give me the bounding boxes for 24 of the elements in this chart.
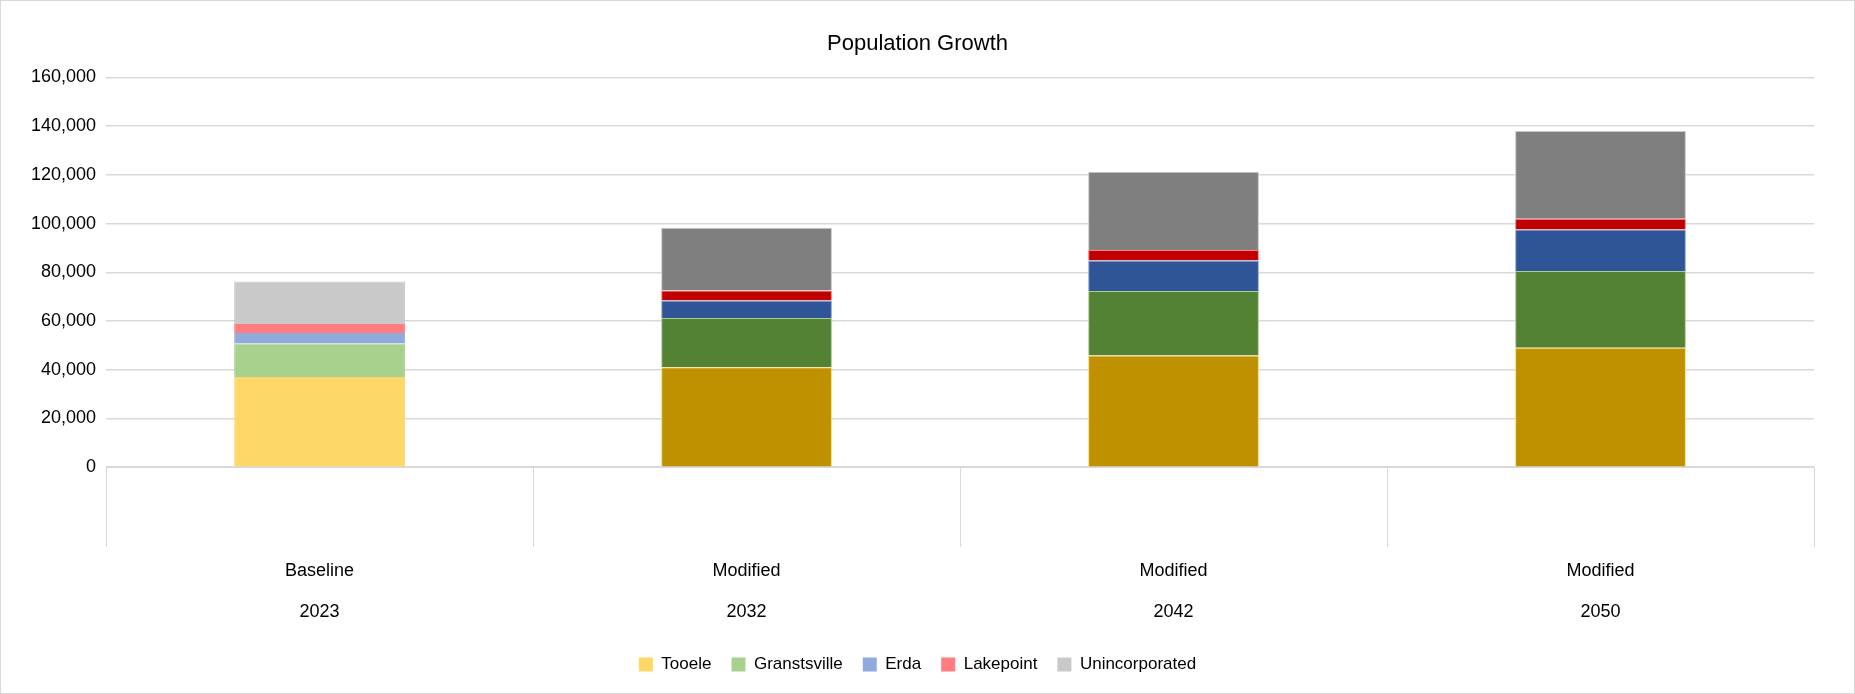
x-tick-label: Baseline 2023 (285, 559, 355, 622)
bar (234, 343, 405, 378)
y-tick-label: 140,000 (30, 115, 97, 136)
legend-label: Erda (885, 654, 922, 674)
bar (234, 332, 405, 344)
y-tick-label: 120,000 (30, 163, 97, 184)
x-tick-label: Modified 2032 (712, 559, 781, 622)
bar (234, 377, 405, 467)
chart-title: Population Growth (827, 30, 1008, 56)
legend-label: Lakepoint (963, 654, 1038, 674)
y-tick-label: 40,000 (41, 358, 97, 379)
y-tick-label: 20,000 (41, 407, 97, 428)
y-tick-label: 100,000 (30, 212, 97, 233)
y-tick-label: 160,000 (30, 66, 97, 87)
y-tick-label: 80,000 (41, 261, 97, 282)
y-tick-label: 0 (86, 456, 97, 477)
x-tick-label: Modified 2042 (1139, 559, 1208, 622)
legend-label: Tooele (661, 654, 712, 674)
bar (234, 281, 405, 324)
x-tick-label: Modified 2050 (1566, 559, 1635, 622)
y-tick-label: 60,000 (41, 309, 97, 330)
legend-label: Granstsville (753, 654, 843, 674)
legend-label: Unincorporated (1079, 654, 1197, 674)
bar (234, 323, 405, 333)
